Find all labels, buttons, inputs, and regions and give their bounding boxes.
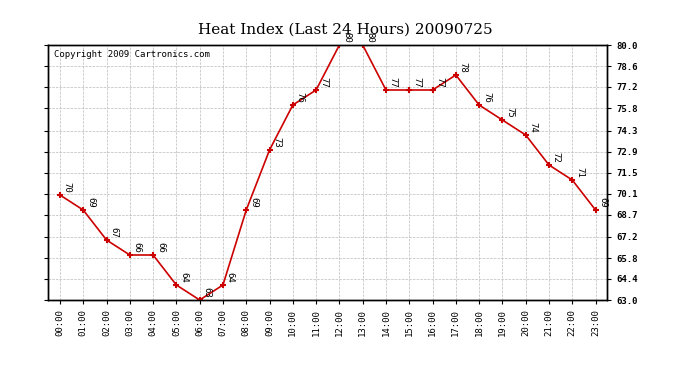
Text: 76: 76 bbox=[295, 92, 304, 103]
Text: 71: 71 bbox=[575, 167, 584, 178]
Text: 69: 69 bbox=[249, 197, 258, 208]
Text: 64: 64 bbox=[226, 272, 235, 283]
Text: 72: 72 bbox=[552, 152, 561, 163]
Text: 66: 66 bbox=[156, 242, 165, 253]
Text: 74: 74 bbox=[529, 122, 538, 133]
Text: Copyright 2009 Cartronics.com: Copyright 2009 Cartronics.com bbox=[54, 50, 210, 59]
Text: 77: 77 bbox=[388, 77, 397, 88]
Text: 80: 80 bbox=[342, 32, 351, 43]
Text: 77: 77 bbox=[412, 77, 421, 88]
Text: 70: 70 bbox=[63, 182, 72, 193]
Text: 69: 69 bbox=[86, 197, 95, 208]
Text: 67: 67 bbox=[109, 227, 118, 238]
Text: 77: 77 bbox=[319, 77, 328, 88]
Text: 78: 78 bbox=[459, 62, 468, 73]
Text: 76: 76 bbox=[482, 92, 491, 103]
Text: 69: 69 bbox=[598, 197, 607, 208]
Text: 63: 63 bbox=[202, 287, 211, 298]
Text: 77: 77 bbox=[435, 77, 444, 88]
Text: 80: 80 bbox=[366, 32, 375, 43]
Text: 64: 64 bbox=[179, 272, 188, 283]
Text: 73: 73 bbox=[273, 137, 282, 148]
Text: Heat Index (Last 24 Hours) 20090725: Heat Index (Last 24 Hours) 20090725 bbox=[198, 22, 492, 36]
Text: 75: 75 bbox=[505, 107, 514, 118]
Text: 66: 66 bbox=[132, 242, 141, 253]
